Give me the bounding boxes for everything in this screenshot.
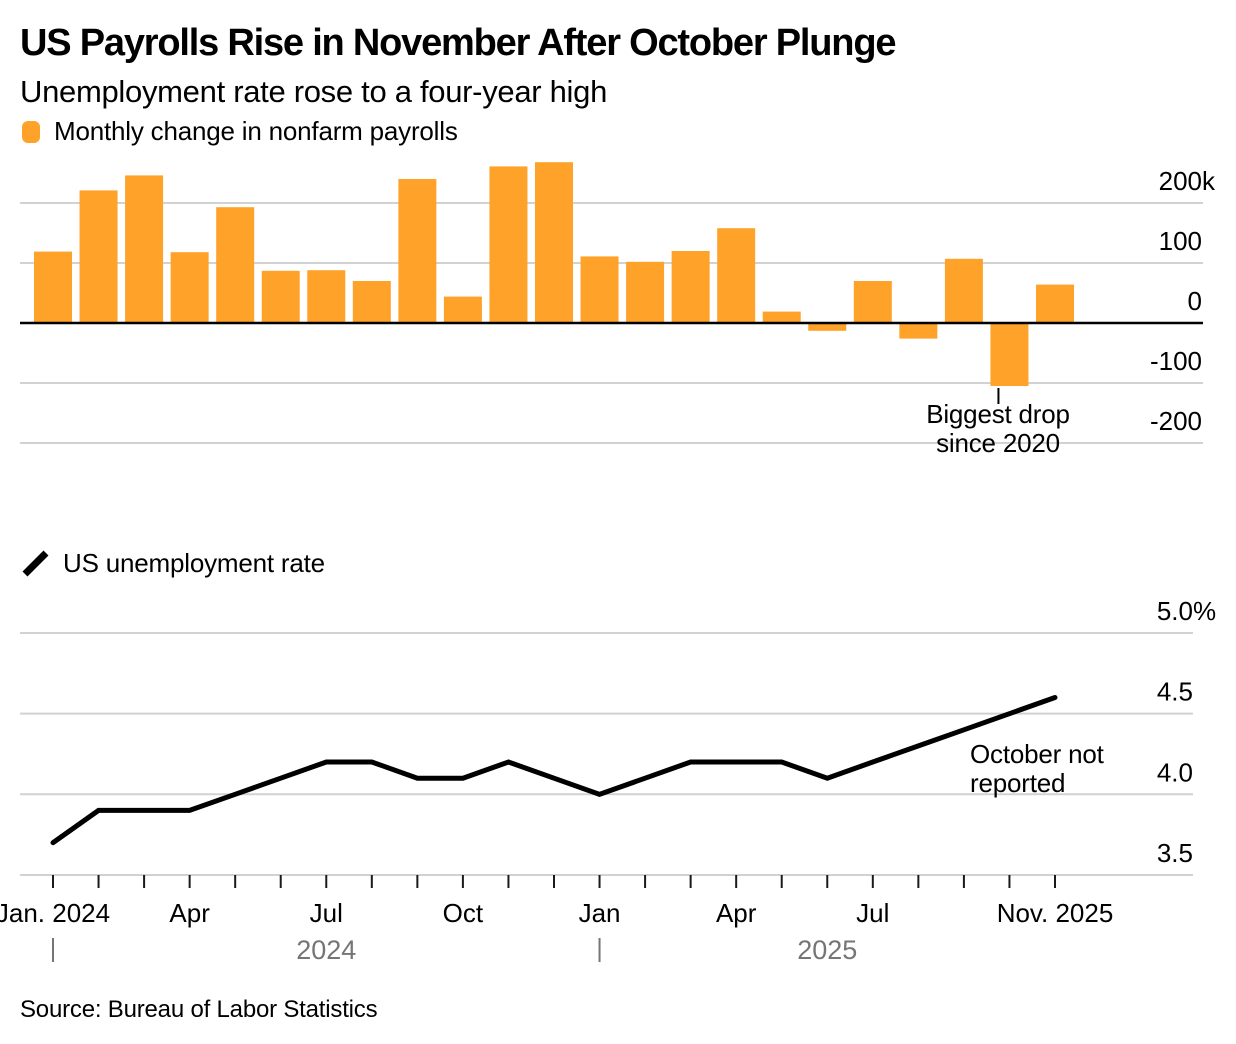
payroll-bar-Oct-2024 [443,296,482,323]
payroll-bar-Jun-2024 [261,270,300,323]
line-series-swatch-icon [22,550,49,577]
payroll-bar-Jun-2025 [808,323,847,331]
x-axis-month-label: Apr [169,898,210,928]
payroll-bar-Jul-2025 [853,281,892,323]
y-axis-tick-label: -100 [1150,346,1202,376]
payroll-bar-Dec-2024 [534,162,573,323]
biggest-drop-annotation-line2: since 2020 [936,428,1060,458]
biggest-drop-annotation-line1: Biggest drop [926,399,1070,429]
october-not-reported-annotation: October not reported [970,740,1104,798]
x-axis-month-label: Jan [579,898,621,928]
x-axis-month-label: Jan. 2024 [0,898,110,928]
y-axis-unit-suffix: k [1202,166,1216,196]
payroll-bar-Mar-2025 [671,251,710,323]
october-not-reported-line2: reported [970,768,1066,798]
source-note: Source: Bureau of Labor Statistics [20,996,378,1023]
x-axis-month-label: Jul [856,898,889,928]
payroll-bar-Jul-2024 [307,270,346,323]
payroll-bar-Mar-2024 [125,175,164,323]
payroll-bar-Feb-2025 [626,261,665,323]
y-axis-tick-label: 200 [1159,166,1202,196]
unemployment-rate-line [50,695,1058,846]
payroll-bar-Aug-2024 [352,281,391,323]
y-axis-tick-label: -200 [1150,406,1202,436]
payroll-bar-Jan-2025 [580,256,619,323]
y-axis-tick-label: 5.0 [1157,596,1193,626]
biggest-drop-annotation: Biggest drop since 2020 [868,400,1128,458]
page-title: US Payrolls Rise in November After Octob… [20,22,896,64]
payroll-bar-Feb-2024 [79,190,118,323]
payrolls-legend: Monthly change in nonfarm payrolls [22,116,458,147]
payroll-bar-Apr-2024 [170,252,209,323]
x-axis-month-label: Nov. 2025 [997,898,1114,928]
payroll-bar-Nov-2024 [489,166,528,323]
payroll-bar-Apr-2025 [717,228,756,323]
payroll-bar-May-2025 [762,311,801,323]
y-axis-tick-label: 100 [1159,226,1202,256]
year-label: 2024 [296,935,356,965]
y-axis-tick-label: 3.5 [1157,838,1193,868]
payroll-bar-Aug-2025 [899,323,938,339]
unemployment-legend: US unemployment rate [22,548,325,579]
x-axis-month-label: Jul [310,898,343,928]
page-subtitle: Unemployment rate rose to a four-year hi… [20,74,608,109]
y-axis-tick-label: 4.0 [1157,757,1193,787]
payroll-bar-Sep-2025 [944,258,983,323]
payroll-bar-Nov-2025 [1035,284,1074,323]
unemployment-legend-label: US unemployment rate [63,548,325,578]
x-axis-month-label: Apr [716,898,757,928]
payroll-bar-May-2024 [216,207,255,323]
payroll-bar-Sep-2024 [398,179,437,323]
x-axis-month-label: Oct [443,898,484,928]
y-axis-unit-suffix: % [1193,596,1216,626]
y-axis-tick-label: 0 [1188,286,1202,316]
year-label: 2025 [797,935,857,965]
payroll-bar-Jan-2024 [34,251,72,323]
october-not-reported-line1: October not [970,739,1104,769]
bar-series-swatch-icon [22,120,40,143]
payrolls-legend-label: Monthly change in nonfarm payrolls [54,116,458,146]
y-axis-tick-label: 4.5 [1157,677,1193,707]
payroll-bar-Oct-2025 [990,323,1029,386]
